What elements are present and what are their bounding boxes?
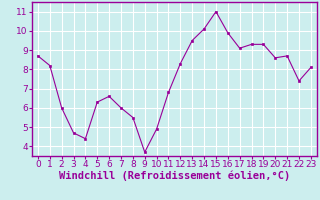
X-axis label: Windchill (Refroidissement éolien,°C): Windchill (Refroidissement éolien,°C): [59, 171, 290, 181]
